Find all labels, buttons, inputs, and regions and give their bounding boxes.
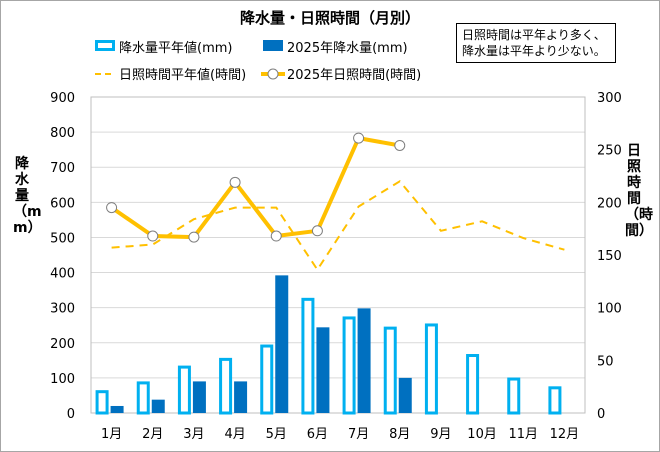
bar-normal-precip [260, 344, 274, 415]
x-tick-label: 8月 [389, 427, 410, 442]
y-axis-right-label: 日照時間（時間） [625, 143, 653, 239]
line-normal-sunshine [111, 179, 565, 272]
x-tick-label: 3月 [183, 427, 204, 442]
y-left-tick-label: 500 [50, 231, 75, 246]
bar-2025-precip [192, 381, 206, 413]
bar-normal-precip [177, 365, 191, 415]
y-left-tick-label: 600 [50, 196, 75, 211]
legend-label: 2025年降水量(mm) [287, 41, 408, 56]
marker-2025-sunshine [106, 202, 118, 214]
legend-swatch-normal-precip [95, 40, 115, 51]
marker-2025-sunshine [270, 230, 282, 242]
bar-2025-precip [110, 405, 124, 413]
y-right-tick-label: 250 [597, 144, 622, 159]
x-tick-label: 9月 [430, 427, 451, 442]
line-2025-sunshine [110, 136, 401, 240]
marker-2025-sunshine [394, 139, 406, 151]
y-right-tick-label: 0 [597, 407, 605, 422]
y-left-tick-label: 400 [50, 267, 75, 282]
bar-normal-precip [383, 326, 397, 415]
y-right-tick-label: 100 [597, 302, 622, 317]
bar-normal-precip [548, 386, 562, 415]
legend-marker-2025-sunshine [267, 68, 279, 80]
legend-label: 日照時間平年値(時間) [119, 67, 246, 83]
annotation-line-1: 日照時間は平年より多く、 [462, 28, 606, 42]
y-left-tick-label: 200 [50, 337, 75, 352]
y-left-tick-label: 900 [50, 91, 75, 106]
x-tick-label: 1月 [101, 427, 122, 442]
legend-swatch-2025-precip [263, 40, 283, 51]
y-left-tick-label: 800 [50, 126, 75, 141]
x-tick-label: 2月 [142, 427, 163, 442]
bar-2025-precip [357, 308, 371, 413]
marker-2025-sunshine [229, 176, 241, 188]
bar-normal-precip [342, 316, 356, 415]
x-tick-label: 6月 [307, 427, 328, 442]
bar-normal-precip [466, 354, 480, 415]
legend-label: 降水量平年値(mm) [119, 40, 232, 56]
y-left-tick-label: 300 [50, 302, 75, 317]
bar-2025-precip [275, 275, 289, 413]
bar-normal-precip [301, 297, 315, 415]
marker-2025-sunshine [147, 230, 159, 242]
bar-normal-precip [424, 323, 438, 415]
y-right-tick-label: 150 [597, 249, 622, 264]
y-right-tick-label: 300 [597, 91, 622, 106]
marker-2025-sunshine [311, 225, 323, 237]
x-tick-label: 11月 [508, 427, 538, 442]
bar-2025-precip [234, 381, 248, 413]
annotation-line-2: 降水量は平年より少ない。 [462, 44, 606, 58]
bar-normal-precip [136, 381, 150, 415]
y-left-tick-label: 100 [50, 372, 75, 387]
y-left-tick-label: 700 [50, 161, 75, 176]
legend-label: 2025年日照時間(時間) [287, 68, 421, 83]
annotation-box: 日照時間は平年より多く、 降水量は平年より少ない。 [456, 23, 616, 63]
bar-2025-precip [398, 377, 412, 413]
marker-2025-sunshine [188, 231, 200, 243]
marker-2025-sunshine [353, 132, 365, 144]
x-tick-label: 5月 [266, 427, 287, 442]
x-tick-label: 7月 [348, 427, 369, 442]
y-right-tick-label: 200 [597, 196, 622, 211]
chart-title: 降水量・日照時間（月別） [239, 9, 420, 27]
x-tick-label: 4月 [224, 427, 245, 442]
plot-area [90, 96, 586, 414]
bar-2025-precip [151, 399, 165, 413]
bar-normal-precip [95, 390, 109, 415]
y-right-tick-label: 50 [597, 354, 614, 369]
bar-normal-precip [507, 377, 521, 415]
x-tick-label: 12月 [550, 427, 580, 442]
bar-2025-precip [316, 327, 330, 413]
y-left-tick-label: 0 [67, 407, 75, 422]
bar-normal-precip [219, 357, 233, 415]
x-tick-label: 10月 [467, 427, 497, 442]
